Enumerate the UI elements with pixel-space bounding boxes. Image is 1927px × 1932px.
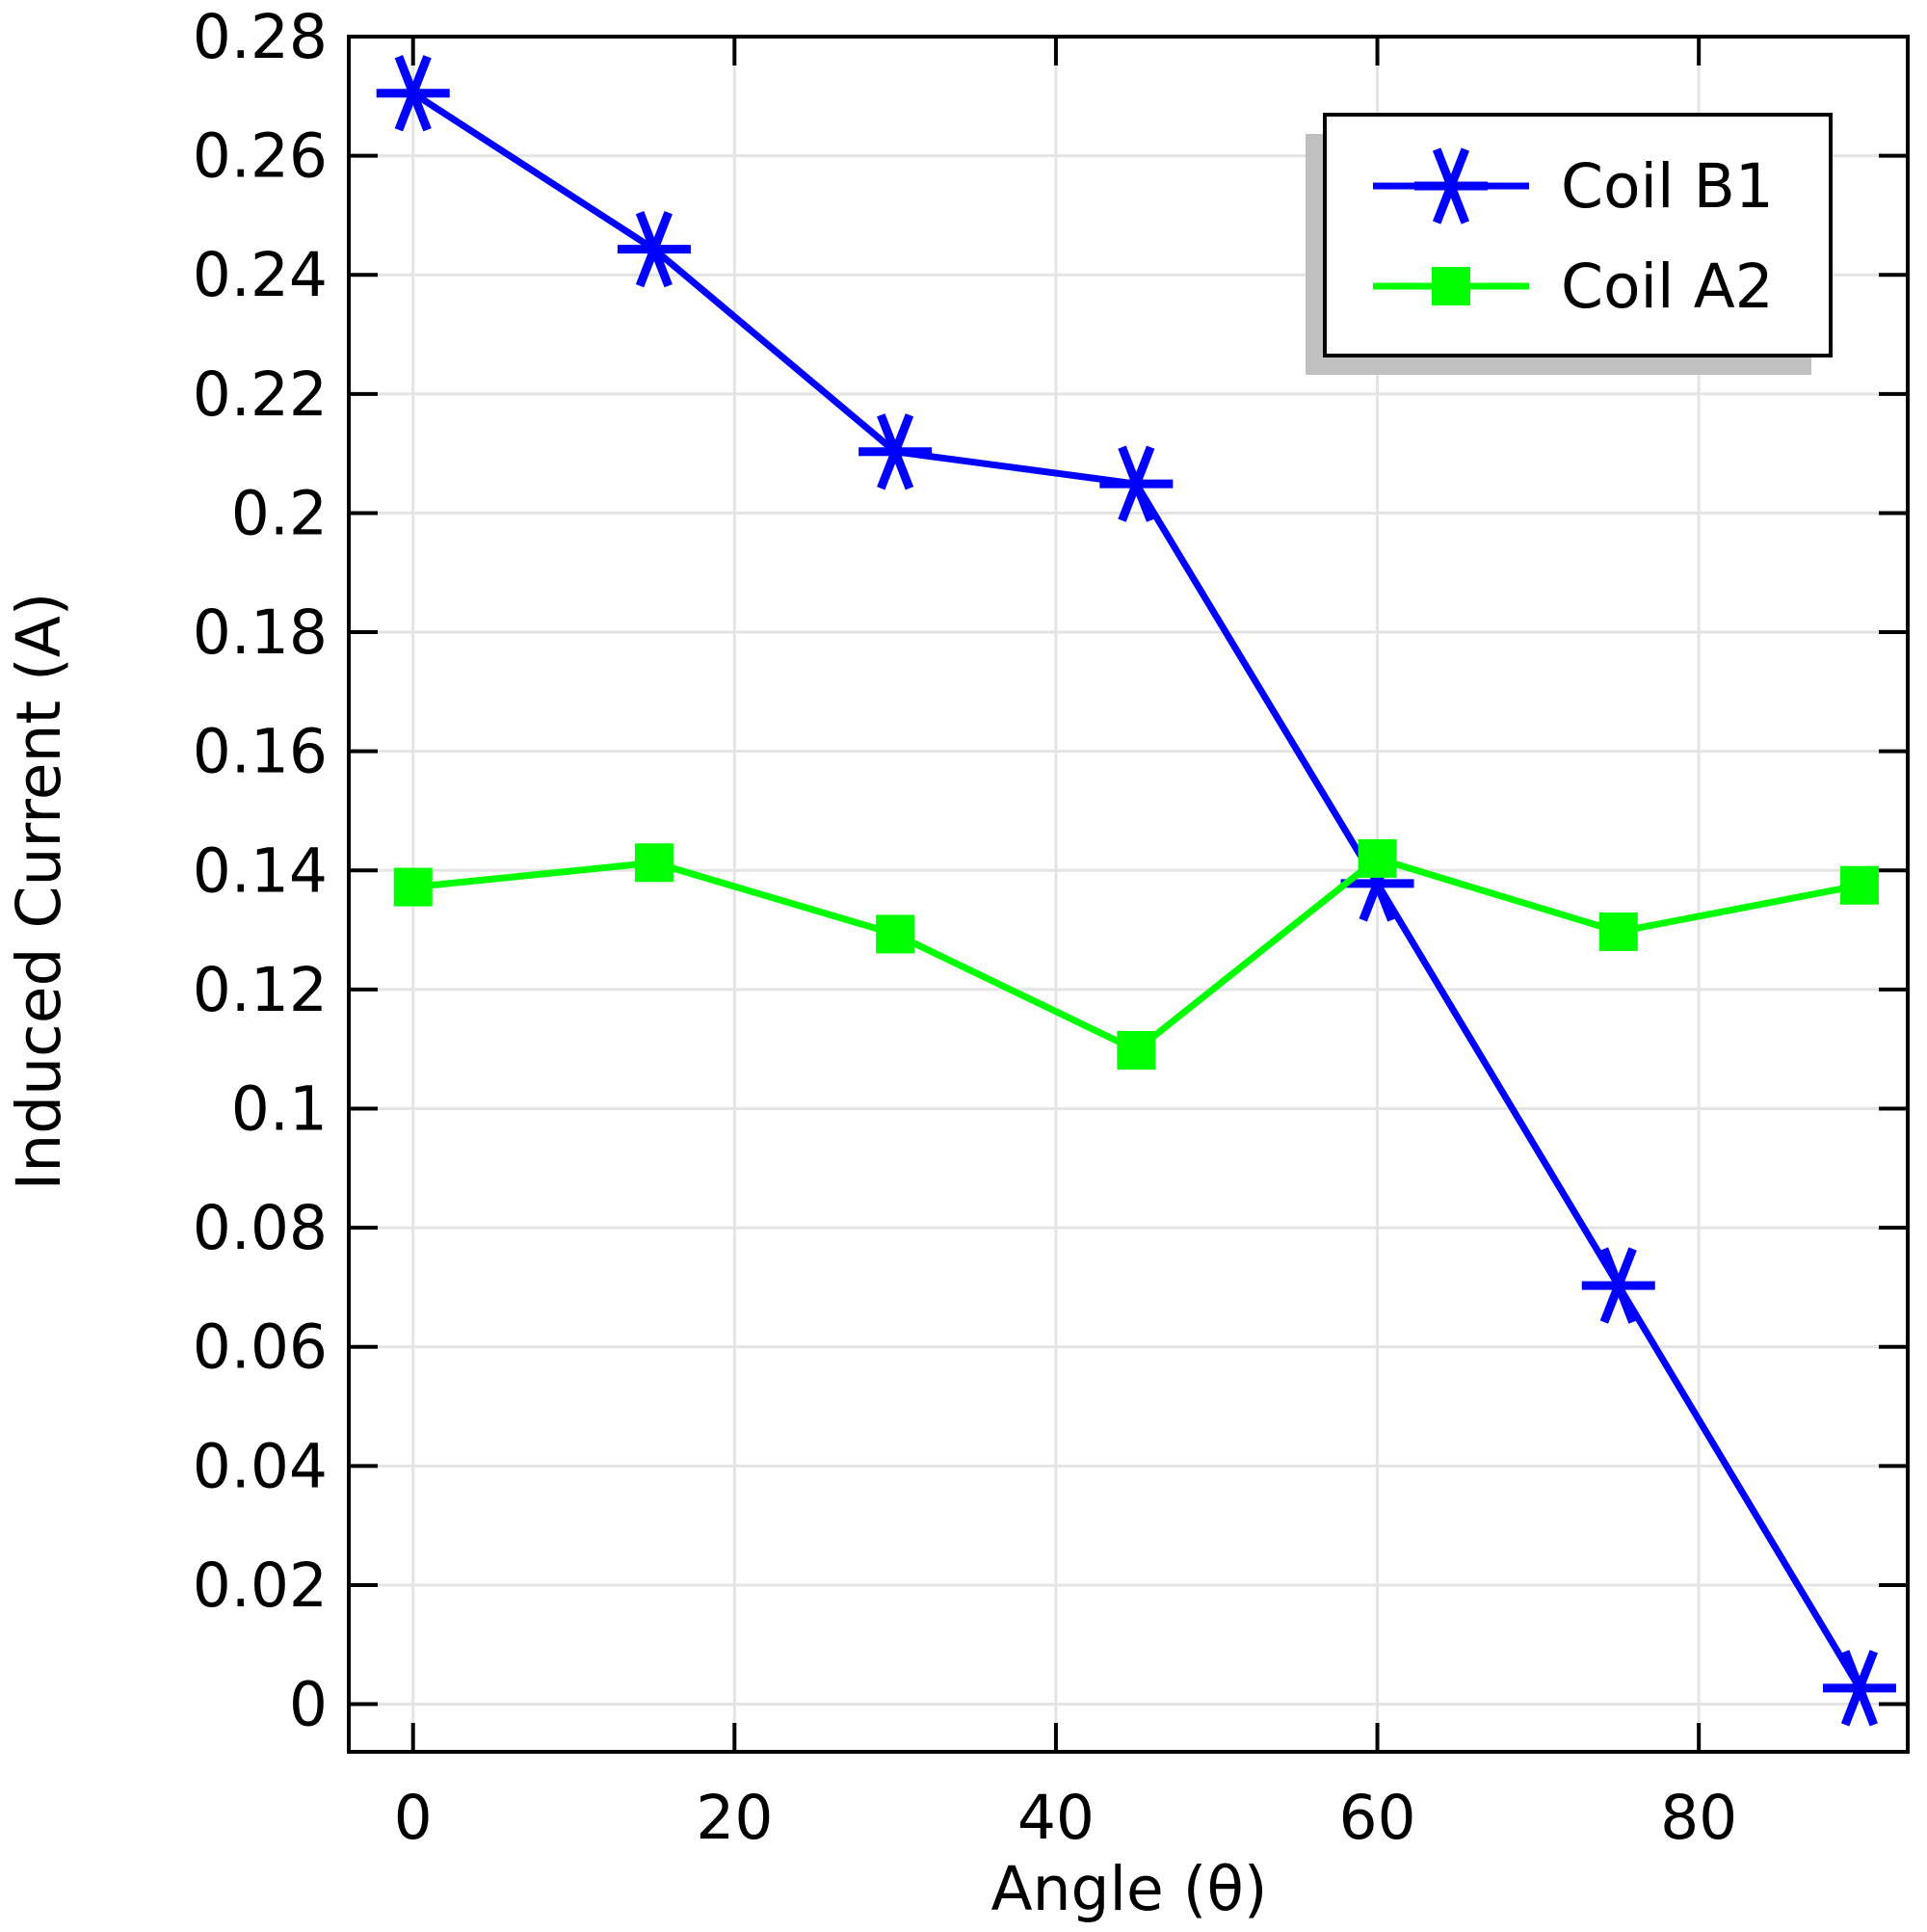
y-tick-label: 0.08	[193, 1193, 328, 1263]
data-point-coil-b1-stroke	[635, 211, 673, 288]
y-tick-label: 0.2	[231, 478, 328, 548]
y-tick-label: 0.06	[193, 1312, 328, 1383]
legend-marker-coil-b1-stroke	[1432, 147, 1470, 225]
data-point-coil-b1	[858, 413, 933, 490]
data-point-coil-b1-stroke	[877, 413, 914, 490]
data-point-coil-a2	[1358, 838, 1397, 878]
legend-box	[1323, 113, 1833, 357]
legend: Coil B1 Coil A2	[1306, 113, 1833, 375]
x-tick-label: 40	[1017, 1783, 1095, 1853]
tick-layer	[349, 35, 1908, 1752]
y-tick-label: 0.12	[193, 955, 328, 1025]
y-tick-label: 0.24	[193, 240, 328, 310]
series-line-coil-a2	[412, 855, 1861, 1054]
series-layer	[376, 55, 1896, 1727]
plot-frame	[347, 35, 1910, 1754]
data-point-coil-b1-stroke	[394, 55, 432, 132]
x-tick-label: 20	[696, 1783, 773, 1853]
y-tick-label: 0.04	[193, 1431, 328, 1501]
frame-layer	[347, 35, 1910, 1754]
data-point-coil-a2	[1839, 865, 1879, 905]
legend-marker-coil-a2	[1432, 267, 1470, 305]
data-point-coil-a2	[1117, 1030, 1156, 1070]
y-axis-title: Induced Current (A)	[4, 593, 74, 1191]
y-tick-label: 0.14	[193, 835, 328, 906]
y-tick-label: 0.16	[193, 717, 328, 787]
y-tick-label: 0	[289, 1670, 328, 1740]
legend-marker-coil-b1	[1414, 147, 1488, 225]
x-tick-label: 60	[1338, 1783, 1415, 1853]
x-tick-label: 0	[394, 1783, 433, 1853]
label-layer: Angle (θ) Induced Current (A) 0 20 40 60 80 0…	[4, 2, 1737, 1924]
y-tick-label: 0.1	[231, 1074, 328, 1145]
x-tick-label: 80	[1660, 1783, 1737, 1853]
y-tick-label: 0.26	[193, 121, 328, 192]
data-point-coil-a2	[393, 867, 433, 907]
data-point-coil-b1	[376, 55, 450, 132]
data-point-coil-b1	[1822, 1650, 1896, 1727]
data-point-coil-b1	[617, 211, 691, 288]
legend-label-coil-b1: Coil B1	[1561, 151, 1774, 222]
data-point-coil-a2	[1598, 912, 1638, 951]
data-point-coil-a2	[634, 843, 673, 883]
data-point-coil-b1	[1581, 1247, 1655, 1324]
y-tick-label: 0.02	[193, 1550, 328, 1621]
legend-label-coil-a2: Coil A2	[1561, 251, 1774, 322]
data-point-coil-b1	[1099, 445, 1174, 522]
y-tick-label: 0.18	[193, 597, 328, 668]
data-point-coil-b1-stroke	[1840, 1650, 1879, 1727]
grid-layer	[349, 35, 1908, 1752]
y-tick-label: 0.28	[193, 2, 328, 72]
data-point-coil-b1-stroke	[1118, 445, 1155, 522]
y-tick-label: 0.22	[193, 359, 328, 430]
data-point-coil-b1-stroke	[1599, 1247, 1637, 1324]
data-point-coil-a2	[876, 914, 915, 954]
x-axis-title: Angle (θ)	[990, 1854, 1267, 1924]
